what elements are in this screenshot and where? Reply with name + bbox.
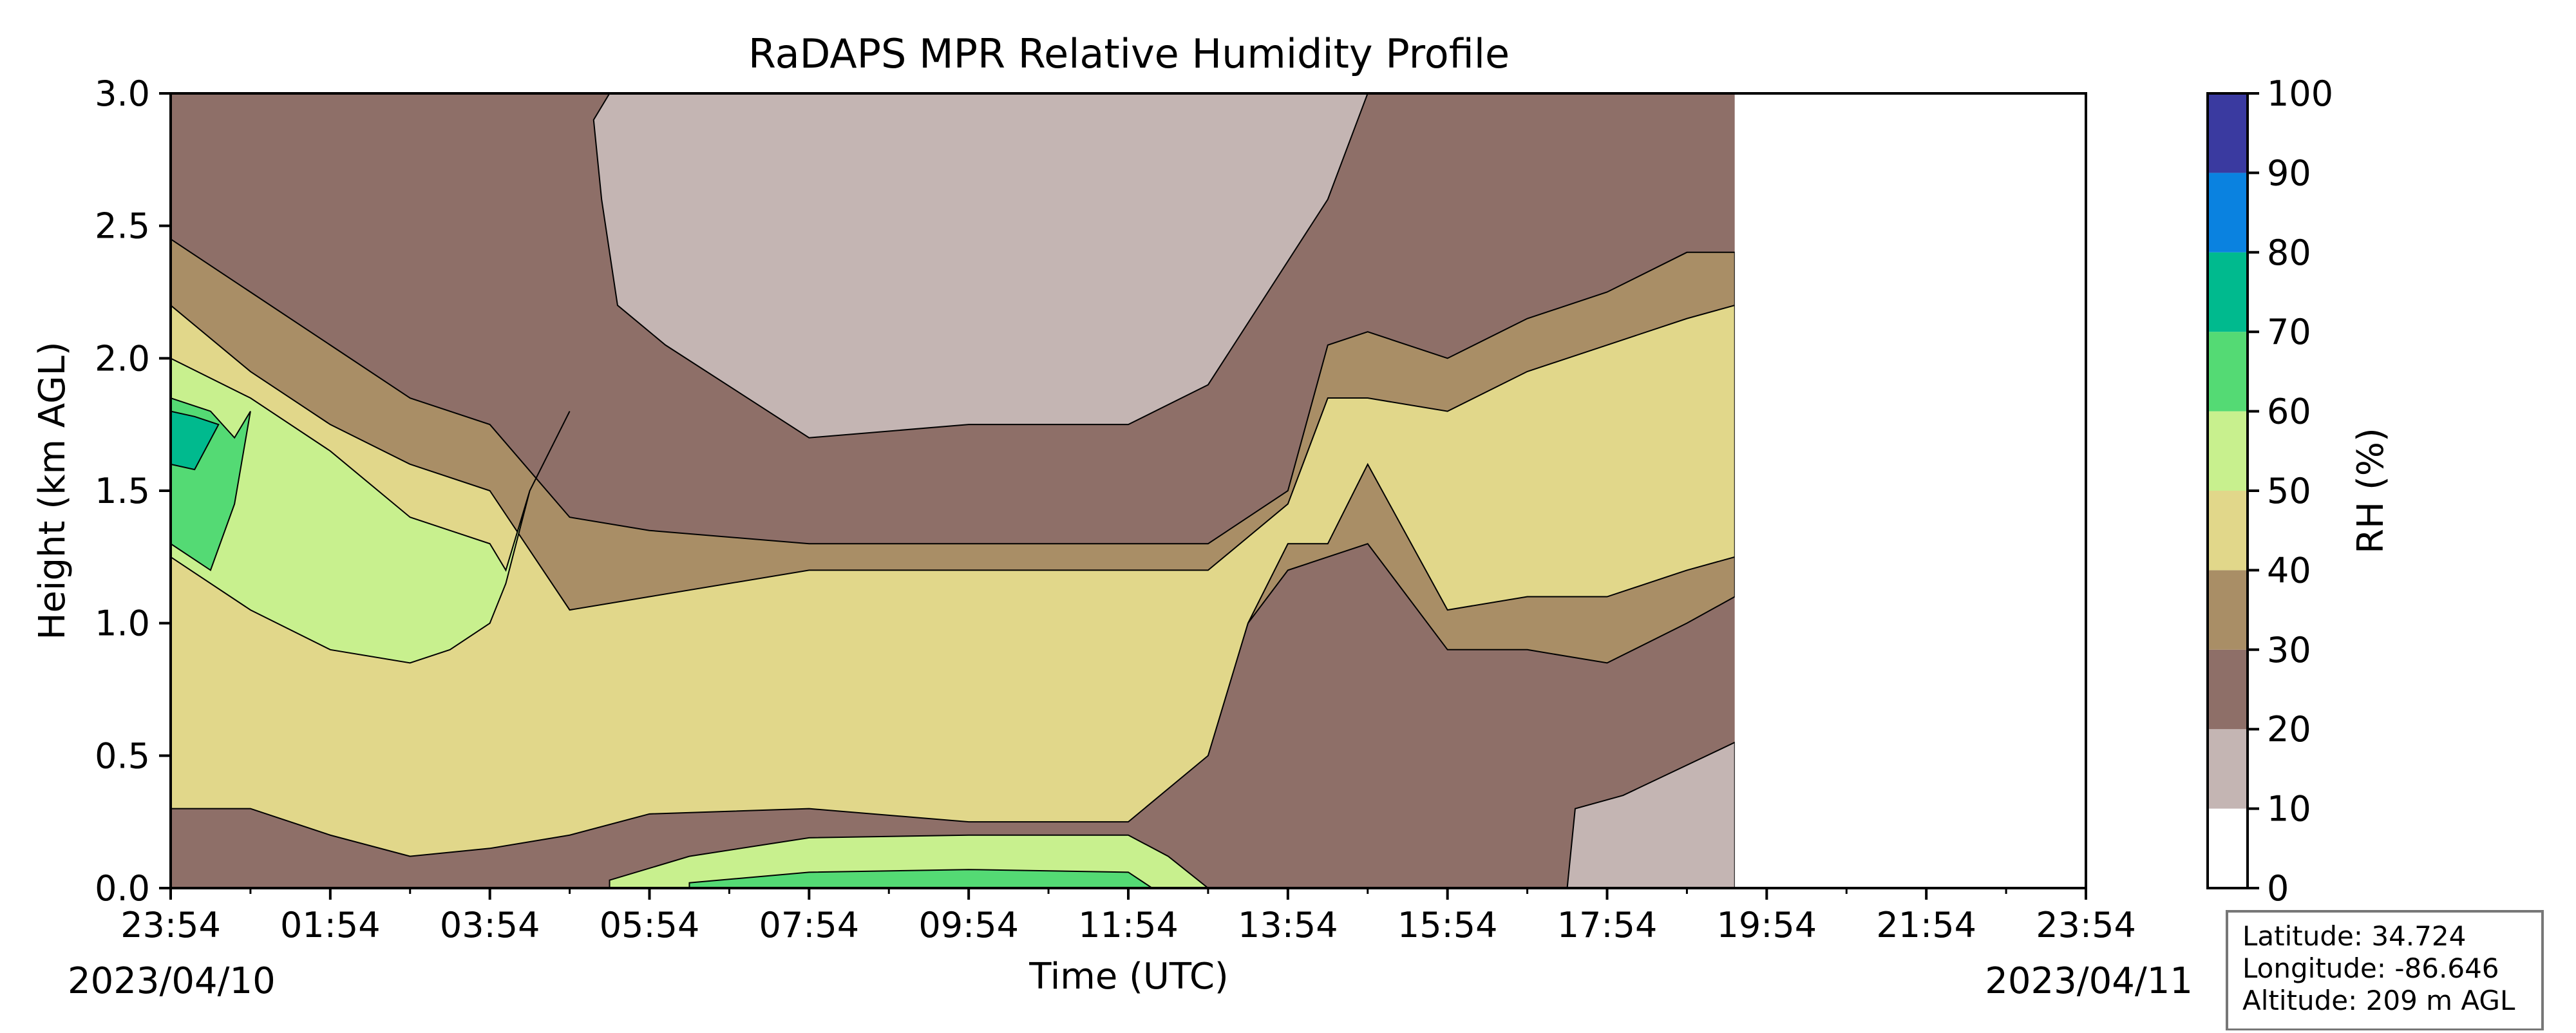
colorbar-tick-label: 60 bbox=[2267, 392, 2311, 432]
rh-band-10-20-lower bbox=[1566, 741, 1736, 888]
x-tick-label: 21:54 bbox=[1876, 905, 1976, 945]
colorbar-tick-label: 40 bbox=[2267, 550, 2311, 591]
colorbar-tick-label: 90 bbox=[2267, 153, 2311, 193]
colorbar-segment bbox=[2208, 173, 2248, 252]
colorbar-segment bbox=[2208, 252, 2248, 332]
x-tick-label: 09:54 bbox=[918, 905, 1019, 945]
colorbar-segment bbox=[2208, 808, 2248, 888]
latitude-text: Latitude: 34.724 bbox=[2242, 920, 2466, 952]
colorbar-segment bbox=[2208, 411, 2248, 491]
colorbar-tick-label: 100 bbox=[2267, 73, 2333, 114]
colorbar: 0 10 20 30 40 50 60 70 80 90 100 bbox=[2206, 73, 2333, 909]
y-axis: 0.0 0.5 1.0 1.5 2.0 2.5 3.0 bbox=[95, 73, 171, 909]
x-tick-label: 07:54 bbox=[759, 905, 860, 945]
y-tick-label: 0.5 bbox=[95, 735, 150, 776]
colorbar-segment bbox=[2208, 570, 2248, 650]
plot-area bbox=[171, 93, 2086, 888]
colorbar-tick-label: 0 bbox=[2267, 868, 2289, 909]
x-tick-label: 11:54 bbox=[1078, 905, 1179, 945]
x-tick-label: 03:54 bbox=[440, 905, 540, 945]
chart-title: RaDAPS MPR Relative Humidity Profile bbox=[748, 30, 1510, 77]
x-tick-label: 23:54 bbox=[120, 905, 221, 945]
colorbar-tick-label: 10 bbox=[2267, 789, 2311, 829]
y-axis-label: Height (km AGL) bbox=[32, 341, 73, 640]
colorbar-tick-label: 20 bbox=[2267, 709, 2311, 750]
colorbar-segment bbox=[2208, 332, 2248, 412]
x-axis: 23:54 01:54 03:54 05:54 07:54 09:54 11:54 13:54… bbox=[120, 888, 2136, 945]
colorbar-segment bbox=[2208, 491, 2248, 571]
x-tick-label: 17:54 bbox=[1557, 905, 1658, 945]
rh-band-10-20-upper bbox=[592, 93, 1368, 439]
y-tick-label: 1.5 bbox=[95, 471, 150, 511]
y-tick-label: 0.0 bbox=[95, 868, 150, 909]
colorbar-segment bbox=[2208, 93, 2248, 173]
rh-contour-band-1 bbox=[171, 304, 1736, 857]
altitude-text: Altitude: 209 m AGL bbox=[2242, 985, 2515, 1016]
x-tick-label: 05:54 bbox=[600, 905, 700, 945]
x-tick-label: 19:54 bbox=[1717, 905, 1817, 945]
colorbar-tick-label: 50 bbox=[2267, 471, 2311, 511]
colorbar-label: RH (%) bbox=[2350, 428, 2392, 554]
rh-contour-band-2 bbox=[171, 357, 571, 664]
y-tick-label: 2.5 bbox=[95, 206, 150, 247]
end-date-label: 2023/04/11 bbox=[1985, 960, 2193, 1002]
rh-contour-band-6 bbox=[688, 869, 1153, 888]
colorbar-segment bbox=[2208, 729, 2248, 809]
colorbar-tick-label: 30 bbox=[2267, 630, 2311, 670]
x-tick-label: 23:54 bbox=[2036, 905, 2136, 945]
x-tick-label: 01:54 bbox=[280, 905, 381, 945]
colorbar-segment bbox=[2208, 649, 2248, 730]
no-data-region bbox=[1734, 93, 2086, 888]
colorbar-tick-label: 70 bbox=[2267, 312, 2311, 352]
location-annotation-box: Latitude: 34.724 Longitude: -86.646 Alti… bbox=[2226, 910, 2544, 1031]
y-tick-label: 3.0 bbox=[95, 73, 150, 114]
y-tick-label: 2.0 bbox=[95, 338, 150, 379]
colorbar-tick-label: 80 bbox=[2267, 232, 2311, 273]
start-date-label: 2023/04/10 bbox=[68, 960, 276, 1002]
longitude-text: Longitude: -86.646 bbox=[2242, 952, 2499, 984]
y-tick-label: 1.0 bbox=[95, 603, 150, 644]
rh-contour-band-4 bbox=[171, 410, 220, 471]
x-axis-label: Time (UTC) bbox=[1028, 956, 1229, 998]
x-tick-label: 15:54 bbox=[1397, 905, 1498, 945]
x-tick-label: 13:54 bbox=[1238, 905, 1338, 945]
